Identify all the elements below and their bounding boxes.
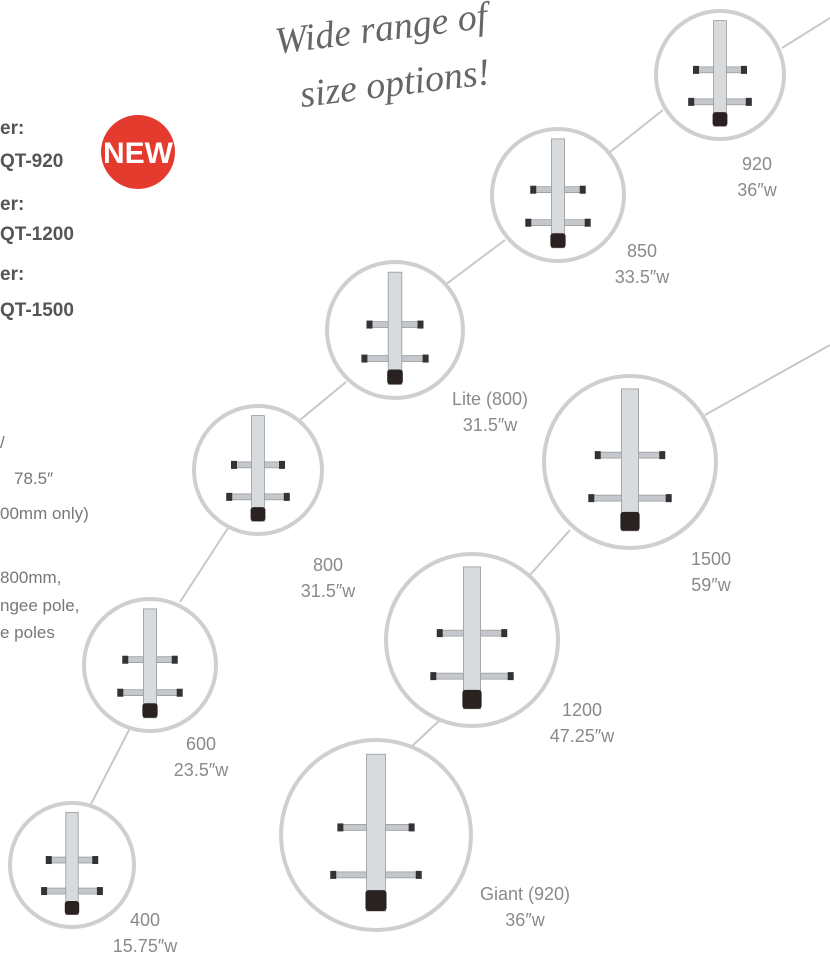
- product: [492, 129, 624, 261]
- foot-end: [416, 871, 422, 879]
- product-width: 15.75″w: [113, 936, 178, 956]
- product-name: Giant (920): [480, 884, 570, 904]
- pole-base: [462, 690, 481, 709]
- foot-end: [418, 321, 424, 329]
- foot-end: [666, 494, 672, 502]
- pole-base: [620, 512, 639, 531]
- product-width: 36″w: [737, 180, 777, 200]
- foot-end: [741, 66, 747, 74]
- product-width: 47.25″w: [550, 726, 615, 746]
- pole: [463, 567, 480, 709]
- foot-end: [279, 461, 285, 469]
- product-name: 600: [186, 734, 216, 754]
- model-label: er:: [0, 194, 24, 215]
- pole-base: [65, 901, 79, 915]
- pole-base: [387, 369, 403, 384]
- model-code: QT-1200: [0, 224, 74, 245]
- model-code: QT-1500: [0, 300, 74, 321]
- product-width: 59″w: [691, 575, 731, 595]
- product: [281, 740, 471, 930]
- product: [10, 803, 134, 927]
- product: [194, 406, 322, 534]
- model-code: QT-920: [0, 151, 63, 172]
- spec-line: 78.5″: [14, 469, 53, 488]
- pole: [551, 139, 564, 248]
- product-name: 800: [313, 555, 343, 575]
- foot-end: [284, 493, 290, 501]
- product-name: 1200: [562, 700, 602, 720]
- foot-end: [693, 66, 699, 74]
- foot-end: [501, 629, 507, 637]
- pole-base: [550, 233, 565, 248]
- foot-end: [172, 656, 178, 664]
- spec-line: 00mm only): [0, 504, 89, 523]
- foot-end: [423, 355, 429, 363]
- pole-base: [142, 703, 157, 718]
- foot-end: [580, 186, 586, 194]
- product-name: 1500: [691, 549, 731, 569]
- model-label: er:: [0, 264, 24, 285]
- foot-end: [588, 494, 594, 502]
- pole: [621, 389, 638, 531]
- pole-base: [251, 507, 266, 521]
- spec-line: 800mm,: [0, 568, 61, 587]
- foot-end: [226, 493, 232, 501]
- foot-end: [437, 629, 443, 637]
- product: [327, 262, 463, 398]
- spec-line: ngee pole,: [0, 596, 79, 615]
- product: [656, 11, 784, 139]
- pole: [388, 272, 402, 384]
- page: Wide range of size options! er: QT-920 e…: [0, 0, 830, 958]
- foot-end: [585, 219, 591, 227]
- pole: [66, 812, 78, 914]
- product-name: Lite (800): [452, 389, 528, 409]
- pole: [367, 754, 386, 911]
- headline-line: Wide range of: [273, 0, 494, 63]
- foot-end: [41, 887, 47, 895]
- foot-end: [122, 656, 128, 664]
- foot-end: [595, 451, 601, 459]
- pole-base: [366, 890, 387, 911]
- foot-end: [659, 451, 665, 459]
- badge-text: NEW: [103, 137, 174, 170]
- foot-end: [92, 856, 98, 864]
- foot-end: [530, 186, 536, 194]
- pole: [252, 416, 265, 522]
- product-width: 31.5″w: [463, 415, 518, 435]
- pole-base: [713, 112, 728, 126]
- product-name: 850: [627, 241, 657, 261]
- foot-end: [46, 856, 52, 864]
- foot-end: [746, 98, 752, 106]
- foot-end: [330, 871, 336, 879]
- product: [386, 554, 558, 726]
- product: [84, 599, 216, 731]
- product-width: 36″w: [505, 910, 545, 930]
- foot-end: [231, 461, 237, 469]
- foot-end: [525, 219, 531, 227]
- foot-end: [337, 823, 343, 831]
- foot-end: [367, 321, 373, 329]
- spec-line: /: [0, 433, 5, 452]
- spec-line: e poles: [0, 623, 55, 642]
- pole: [714, 21, 727, 127]
- product-width: 31.5″w: [301, 581, 356, 601]
- foot-end: [361, 355, 367, 363]
- product-name: 920: [742, 154, 772, 174]
- headline: Wide range of size options!: [273, 0, 501, 118]
- product-width: 33.5″w: [615, 267, 670, 287]
- product-width: 23.5″w: [174, 760, 229, 780]
- foot-end: [177, 689, 183, 697]
- product-name: 400: [130, 910, 160, 930]
- product: [544, 376, 716, 548]
- foot-end: [508, 672, 514, 680]
- model-label: er:: [0, 118, 24, 139]
- pole: [143, 609, 156, 718]
- foot-end: [688, 98, 694, 106]
- headline-line: size options!: [298, 51, 493, 116]
- foot-end: [409, 823, 415, 831]
- foot-end: [117, 689, 123, 697]
- foot-end: [430, 672, 436, 680]
- foot-end: [97, 887, 103, 895]
